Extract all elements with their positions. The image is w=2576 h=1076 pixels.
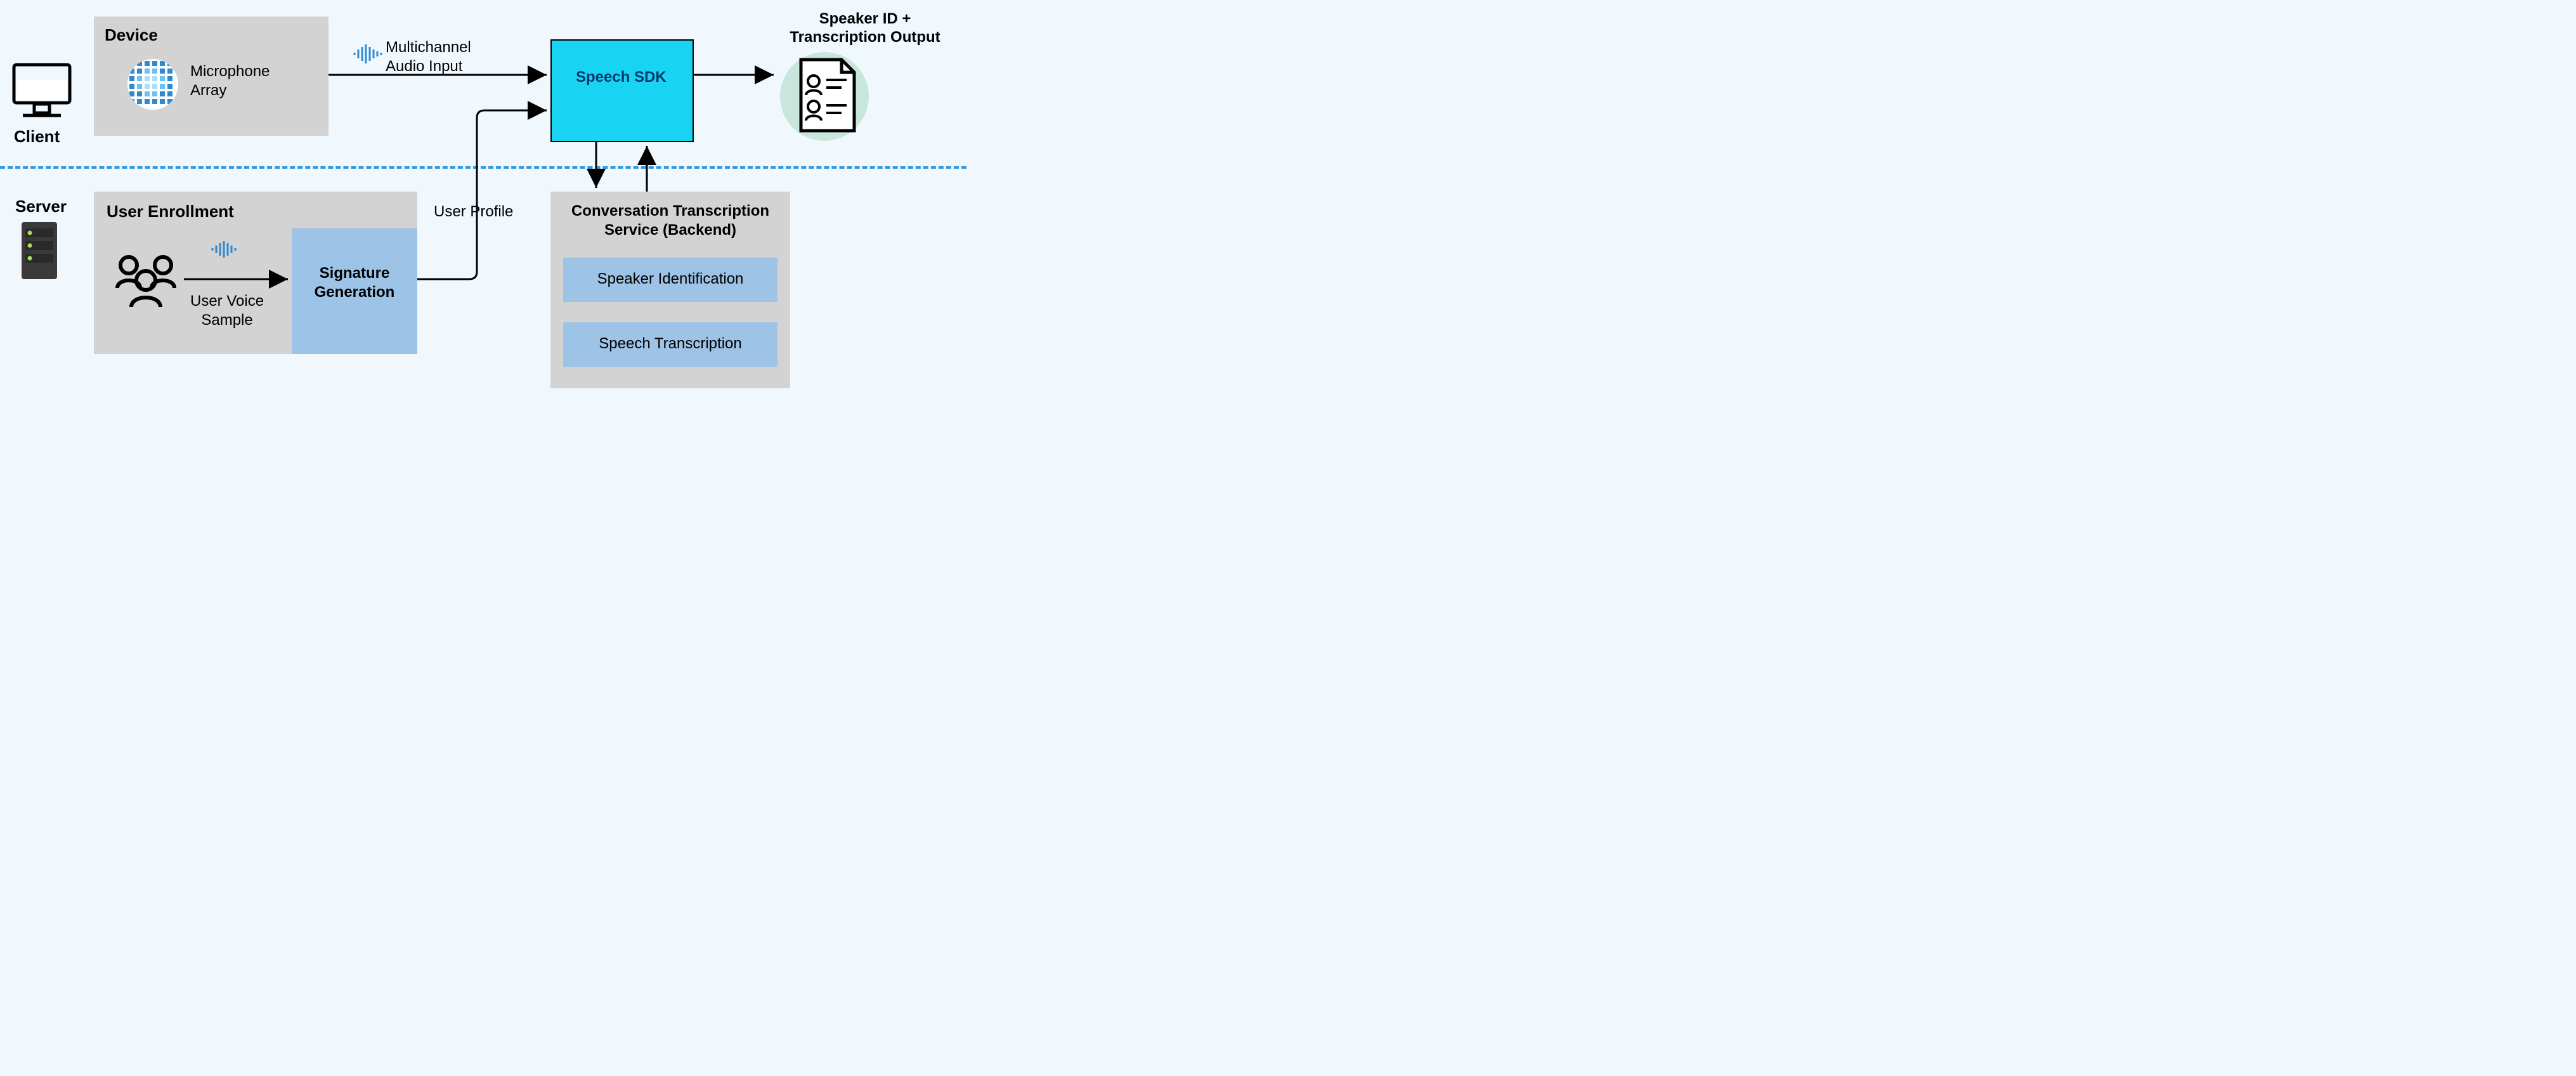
voice-sample-label: User Voice Sample xyxy=(190,292,264,330)
document-people-icon xyxy=(796,57,859,133)
audio-input-label: Multichannel Audio Input xyxy=(386,38,471,76)
signature-generation-label: Signature Generation xyxy=(306,264,403,302)
speech-sdk-panel xyxy=(550,39,694,142)
backend-title: Conversation Transcription Service (Back… xyxy=(561,202,780,240)
audio-waveform-icon xyxy=(353,44,384,63)
output-title: Speaker ID + Transcription Output xyxy=(770,10,960,47)
microphone-array-label: Microphone Array xyxy=(190,62,270,100)
speech-transcription-label: Speech Transcription xyxy=(563,335,777,353)
device-title: Device xyxy=(105,25,158,45)
monitor-icon xyxy=(10,58,74,122)
server-label: Server xyxy=(15,197,67,216)
client-server-divider xyxy=(0,166,966,169)
client-label: Client xyxy=(14,127,60,147)
user-enrollment-title: User Enrollment xyxy=(107,202,234,221)
microphone-array-icon xyxy=(127,58,179,110)
speaker-identification-label: Speaker Identification xyxy=(563,270,777,288)
server-icon xyxy=(22,222,57,279)
users-group-icon xyxy=(111,253,181,310)
user-profile-label: User Profile xyxy=(434,203,513,221)
speech-sdk-label: Speech SDK xyxy=(576,69,667,86)
audio-waveform-small-icon xyxy=(211,241,238,258)
